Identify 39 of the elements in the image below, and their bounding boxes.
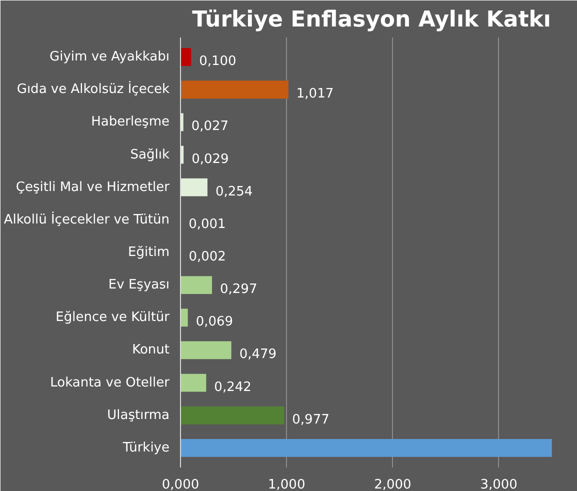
data-label: 0,479: [239, 347, 277, 362]
bar: [180, 276, 212, 294]
y-tick-label: Eğitim: [128, 245, 170, 260]
y-tick-label: Alkollü İçecekler ve Tütün: [4, 211, 170, 228]
bar: [180, 178, 208, 196]
y-tick-label: Ulaştırma: [107, 408, 170, 423]
data-label: 0,100: [199, 54, 236, 70]
bar: [180, 406, 284, 424]
data-label: 0,001: [188, 216, 226, 232]
x-tick-label: 0,000: [162, 478, 200, 491]
y-tick-label: Giyim ve Ayakkabı: [50, 50, 170, 65]
y-tick-label: Lokanta ve Oteller: [50, 375, 170, 390]
data-label: 0,297: [220, 282, 258, 298]
x-tick-label: 1,000: [268, 478, 306, 491]
data-label: 0,029: [192, 152, 229, 167]
x-tick-label: 3,000: [480, 478, 518, 491]
bar: [180, 48, 192, 66]
y-tick-label: Ev Eşyası: [108, 278, 170, 293]
y-tick-label: Türkiye: [122, 440, 170, 456]
y-tick-label: Konut: [132, 342, 170, 358]
y-tick-label: Eğlence ve Kültür: [56, 310, 170, 326]
y-tick-label: Çeşitli Mal ve Hizmetler: [16, 180, 170, 195]
y-tick-label: Sağlık: [130, 147, 170, 162]
bar: [180, 438, 552, 457]
bar: [180, 374, 206, 392]
chart-title: Türkiye Enflasyon Aylık Katkı: [192, 8, 551, 32]
y-tick-label: Gıda ve Alkolsüz İçecek: [16, 81, 170, 98]
bar: [180, 341, 232, 360]
data-label: 0,069: [196, 314, 234, 330]
bar: [180, 308, 188, 327]
data-label: 0,242: [214, 380, 252, 395]
y-tick-label: Haberleşme: [91, 114, 170, 130]
data-label: 0,254: [215, 184, 253, 200]
x-tick-label: 2,000: [374, 478, 412, 491]
bar: [180, 80, 288, 99]
data-label: 0,002: [188, 250, 226, 264]
data-label: 1,017: [296, 86, 334, 102]
data-label: 0,027: [191, 119, 229, 134]
data-label: 0,977: [292, 412, 330, 428]
